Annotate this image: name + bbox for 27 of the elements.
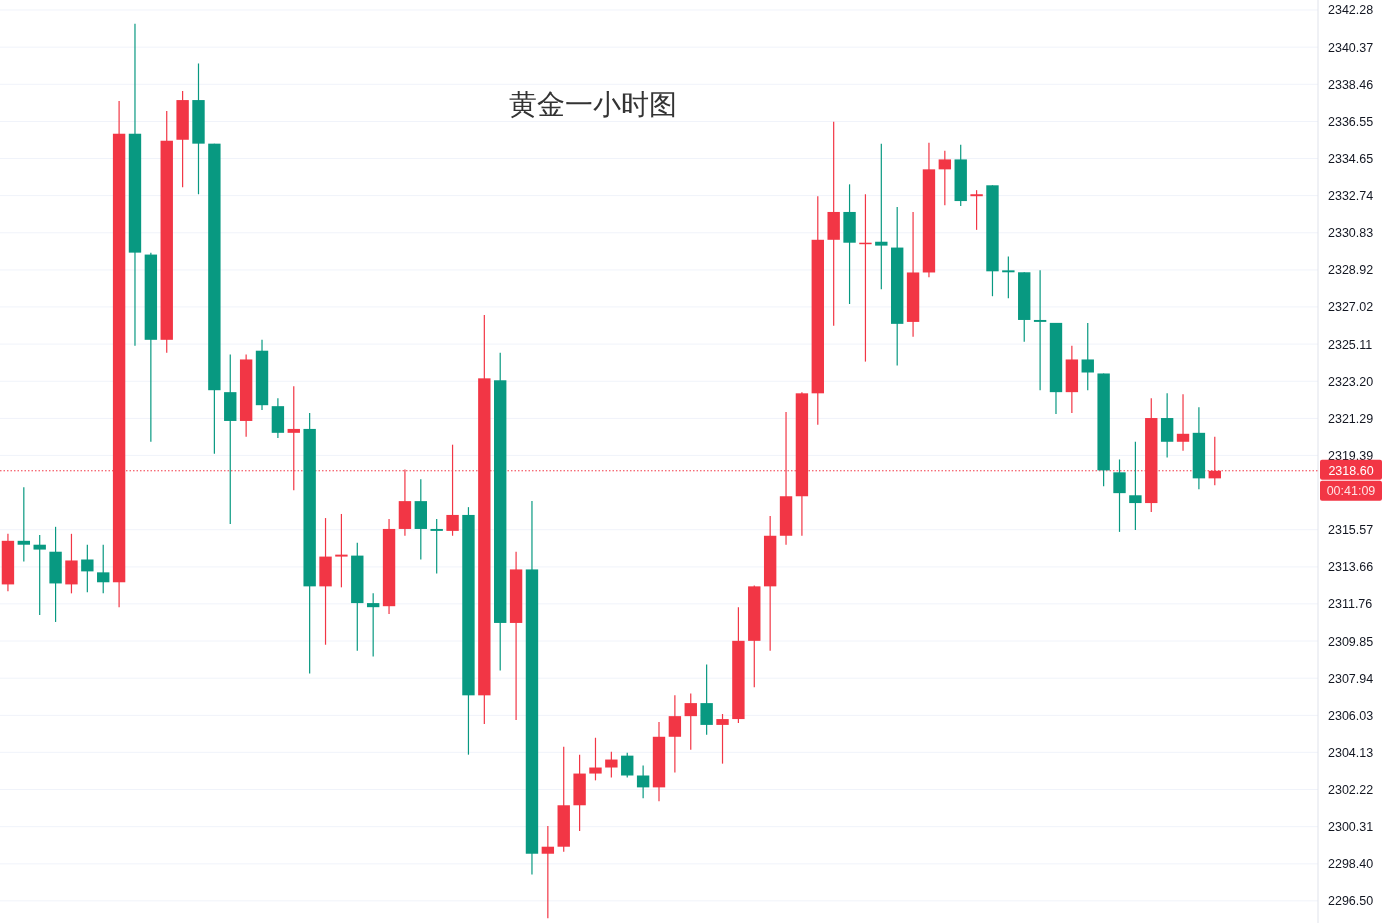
y-tick-label: 2338.46 [1328, 77, 1374, 92]
y-tick-label: 2327.02 [1328, 300, 1374, 315]
y-tick-label: 2298.40 [1328, 857, 1374, 872]
y-tick-label: 2319.39 [1328, 448, 1374, 463]
y-tick-label: 2328.92 [1328, 263, 1374, 278]
y-tick-label: 2306.03 [1328, 708, 1374, 723]
text: 黄金一小时图 [509, 89, 677, 120]
y-tick-label: 2336.55 [1328, 114, 1374, 129]
y-tick-label: 2342.28 [1328, 3, 1374, 18]
ref-line-label: 2318.60 [1328, 463, 1374, 478]
y-tick-label: 2302.22 [1328, 783, 1374, 798]
y-tick-label: 2304.13 [1328, 745, 1374, 760]
y-tick-label: 2309.85 [1328, 634, 1374, 649]
y-tick-label: 2296.50 [1328, 894, 1374, 909]
y-tick-label: 2334.65 [1328, 151, 1374, 166]
y-tick-label: 2323.20 [1328, 374, 1374, 389]
y-tick-label: 2315.57 [1328, 523, 1374, 538]
y-tick-label: 2330.83 [1328, 226, 1374, 241]
y-tick-label: 2340.37 [1328, 40, 1374, 55]
y-tick-label: 2311.76 [1328, 597, 1373, 612]
y-tick-label: 2325.11 [1328, 337, 1373, 352]
y-tick-label: 2321.29 [1328, 411, 1374, 426]
y-tick-label: 2307.94 [1328, 671, 1374, 686]
y-tick-label: 2300.31 [1328, 820, 1374, 835]
text: 00:41:09 [1326, 483, 1376, 498]
y-tick-label: 2313.66 [1328, 560, 1374, 575]
y-tick-label: 2332.74 [1328, 189, 1374, 204]
